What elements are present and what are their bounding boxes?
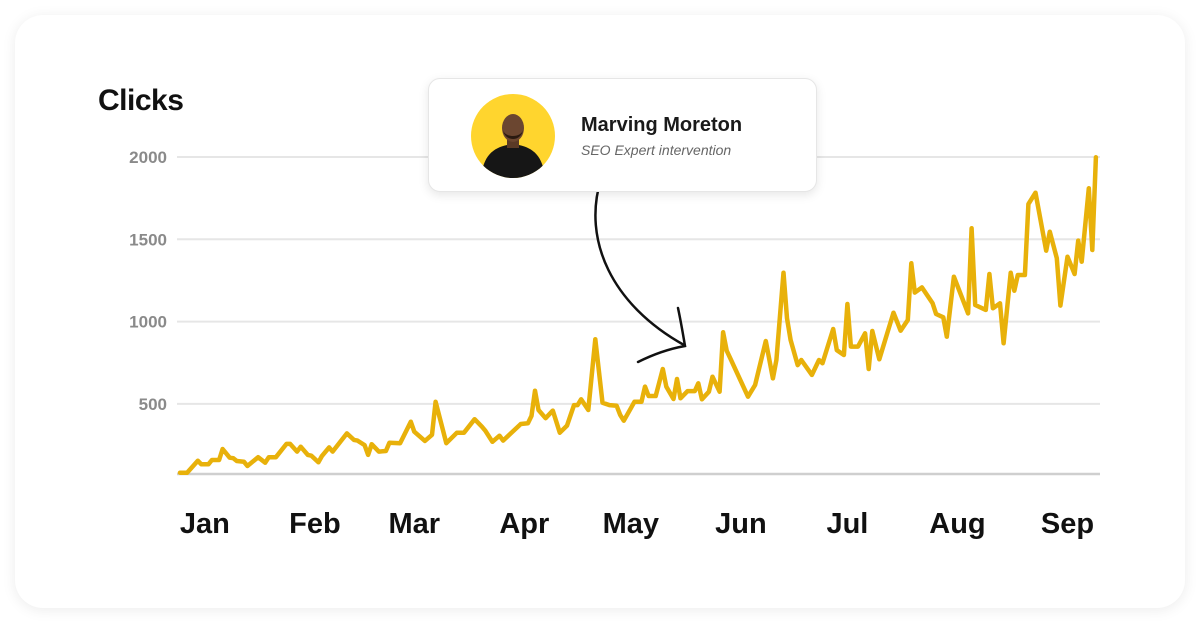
x-tick-label: Aug [929,508,985,540]
x-tick-label: Mar [389,508,441,540]
x-tick-label: Jun [715,508,767,540]
x-tick-label: Feb [289,508,341,540]
y-axis-title: Clicks [98,84,184,117]
x-tick-label: May [603,508,659,540]
annotation-card: Marving Moreton SEO Expert intervention [428,78,817,192]
x-tick-label: Jan [180,508,230,540]
person-role: SEO Expert intervention [581,142,732,158]
series-line [177,155,1099,475]
y-tick-label: 1500 [129,230,167,249]
person-name: Marving Moreton [581,114,743,136]
y-tick-label: 2000 [129,148,167,167]
person-photo-icon [481,114,545,178]
avatar [471,94,555,178]
y-tick-label: 1000 [129,313,167,332]
x-tick-label: Sep [1041,508,1094,540]
x-tick-label: Apr [499,508,549,540]
annotation-arrow [594,177,687,364]
y-tick-label: 500 [139,395,167,414]
x-tick-label: Jul [826,508,868,540]
